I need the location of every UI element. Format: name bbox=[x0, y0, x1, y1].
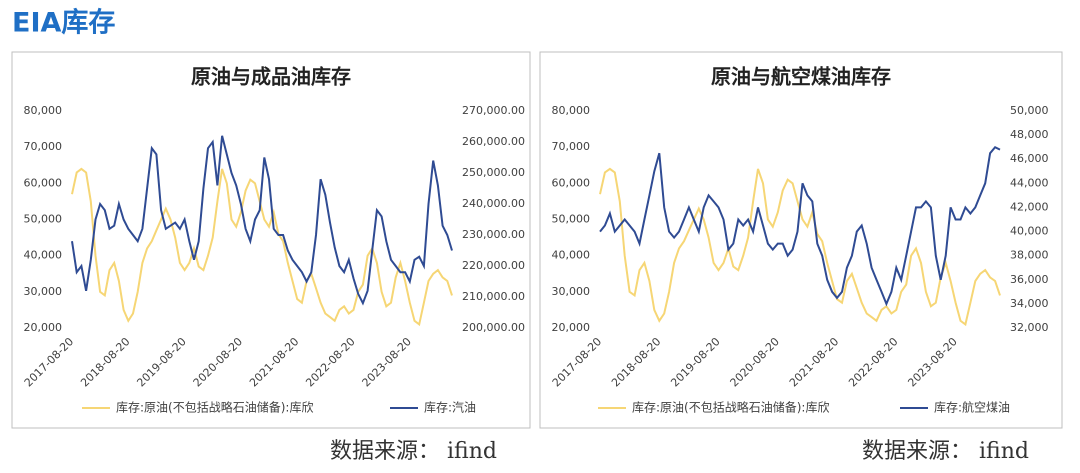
source: 数据来源： ifind bbox=[862, 439, 1029, 464]
y-tick-label: 40,000 bbox=[24, 249, 63, 262]
y2-tick-label: 46,000 bbox=[1010, 152, 1049, 165]
y2-tick-label: 250,000.00 bbox=[462, 166, 525, 179]
y-tick-label: 40,000 bbox=[552, 249, 591, 262]
y-tick-label: 60,000 bbox=[552, 176, 591, 189]
y2-tick-label: 40,000 bbox=[1010, 225, 1049, 238]
y-tick-label: 30,000 bbox=[24, 285, 63, 298]
series-line bbox=[71, 135, 453, 306]
y2-tick-label: 200,000.00 bbox=[462, 321, 525, 334]
legend-label: 库存:原油(不包括战略石油储备):库欣 bbox=[632, 400, 829, 415]
y2-tick-label: 48,000 bbox=[1010, 128, 1049, 141]
panel bbox=[11, 51, 531, 429]
y-tick-label: 50,000 bbox=[24, 213, 63, 226]
y-tick-label: 70,000 bbox=[552, 140, 591, 153]
y2-tick-label: 36,000 bbox=[1010, 273, 1049, 286]
y2-tick-label: 260,000.00 bbox=[462, 135, 525, 148]
y-tick-label: 60,000 bbox=[24, 176, 63, 189]
y2-tick-label: 220,000.00 bbox=[462, 259, 525, 272]
series-line bbox=[599, 145, 1001, 307]
y2-tick-label: 38,000 bbox=[1010, 249, 1049, 262]
legend-label: 库存:航空煤油 bbox=[934, 400, 1010, 415]
y2-tick-label: 34,000 bbox=[1010, 297, 1049, 310]
y2-tick-label: 32,000 bbox=[1010, 321, 1049, 334]
y-tick-label: 80,000 bbox=[24, 104, 63, 117]
panel bbox=[539, 51, 1063, 429]
source: 数据来源： ifind bbox=[330, 439, 497, 464]
y2-tick-label: 50,000 bbox=[1010, 104, 1049, 117]
page-title: EIA库存 bbox=[12, 8, 115, 39]
y-tick-label: 80,000 bbox=[552, 104, 591, 117]
y2-tick-label: 210,000.00 bbox=[462, 290, 525, 303]
chart-title: 原油与成品油库存 bbox=[191, 65, 351, 89]
chart-title: 原油与航空煤油库存 bbox=[711, 65, 891, 89]
y2-tick-label: 230,000.00 bbox=[462, 228, 525, 241]
y-tick-label: 70,000 bbox=[24, 140, 63, 153]
y2-tick-label: 240,000.00 bbox=[462, 197, 525, 210]
y2-tick-label: 42,000 bbox=[1010, 200, 1049, 213]
legend-label: 库存:汽油 bbox=[424, 400, 476, 415]
series-line bbox=[71, 167, 453, 327]
y-tick-label: 20,000 bbox=[24, 321, 63, 334]
y-tick-label: 50,000 bbox=[552, 213, 591, 226]
y-tick-label: 30,000 bbox=[552, 285, 591, 298]
y-tick-label: 20,000 bbox=[552, 321, 591, 334]
legend-label: 库存:原油(不包括战略石油储备):库欣 bbox=[116, 400, 313, 415]
y2-tick-label: 44,000 bbox=[1010, 176, 1049, 189]
y2-tick-label: 270,000.00 bbox=[462, 104, 525, 117]
